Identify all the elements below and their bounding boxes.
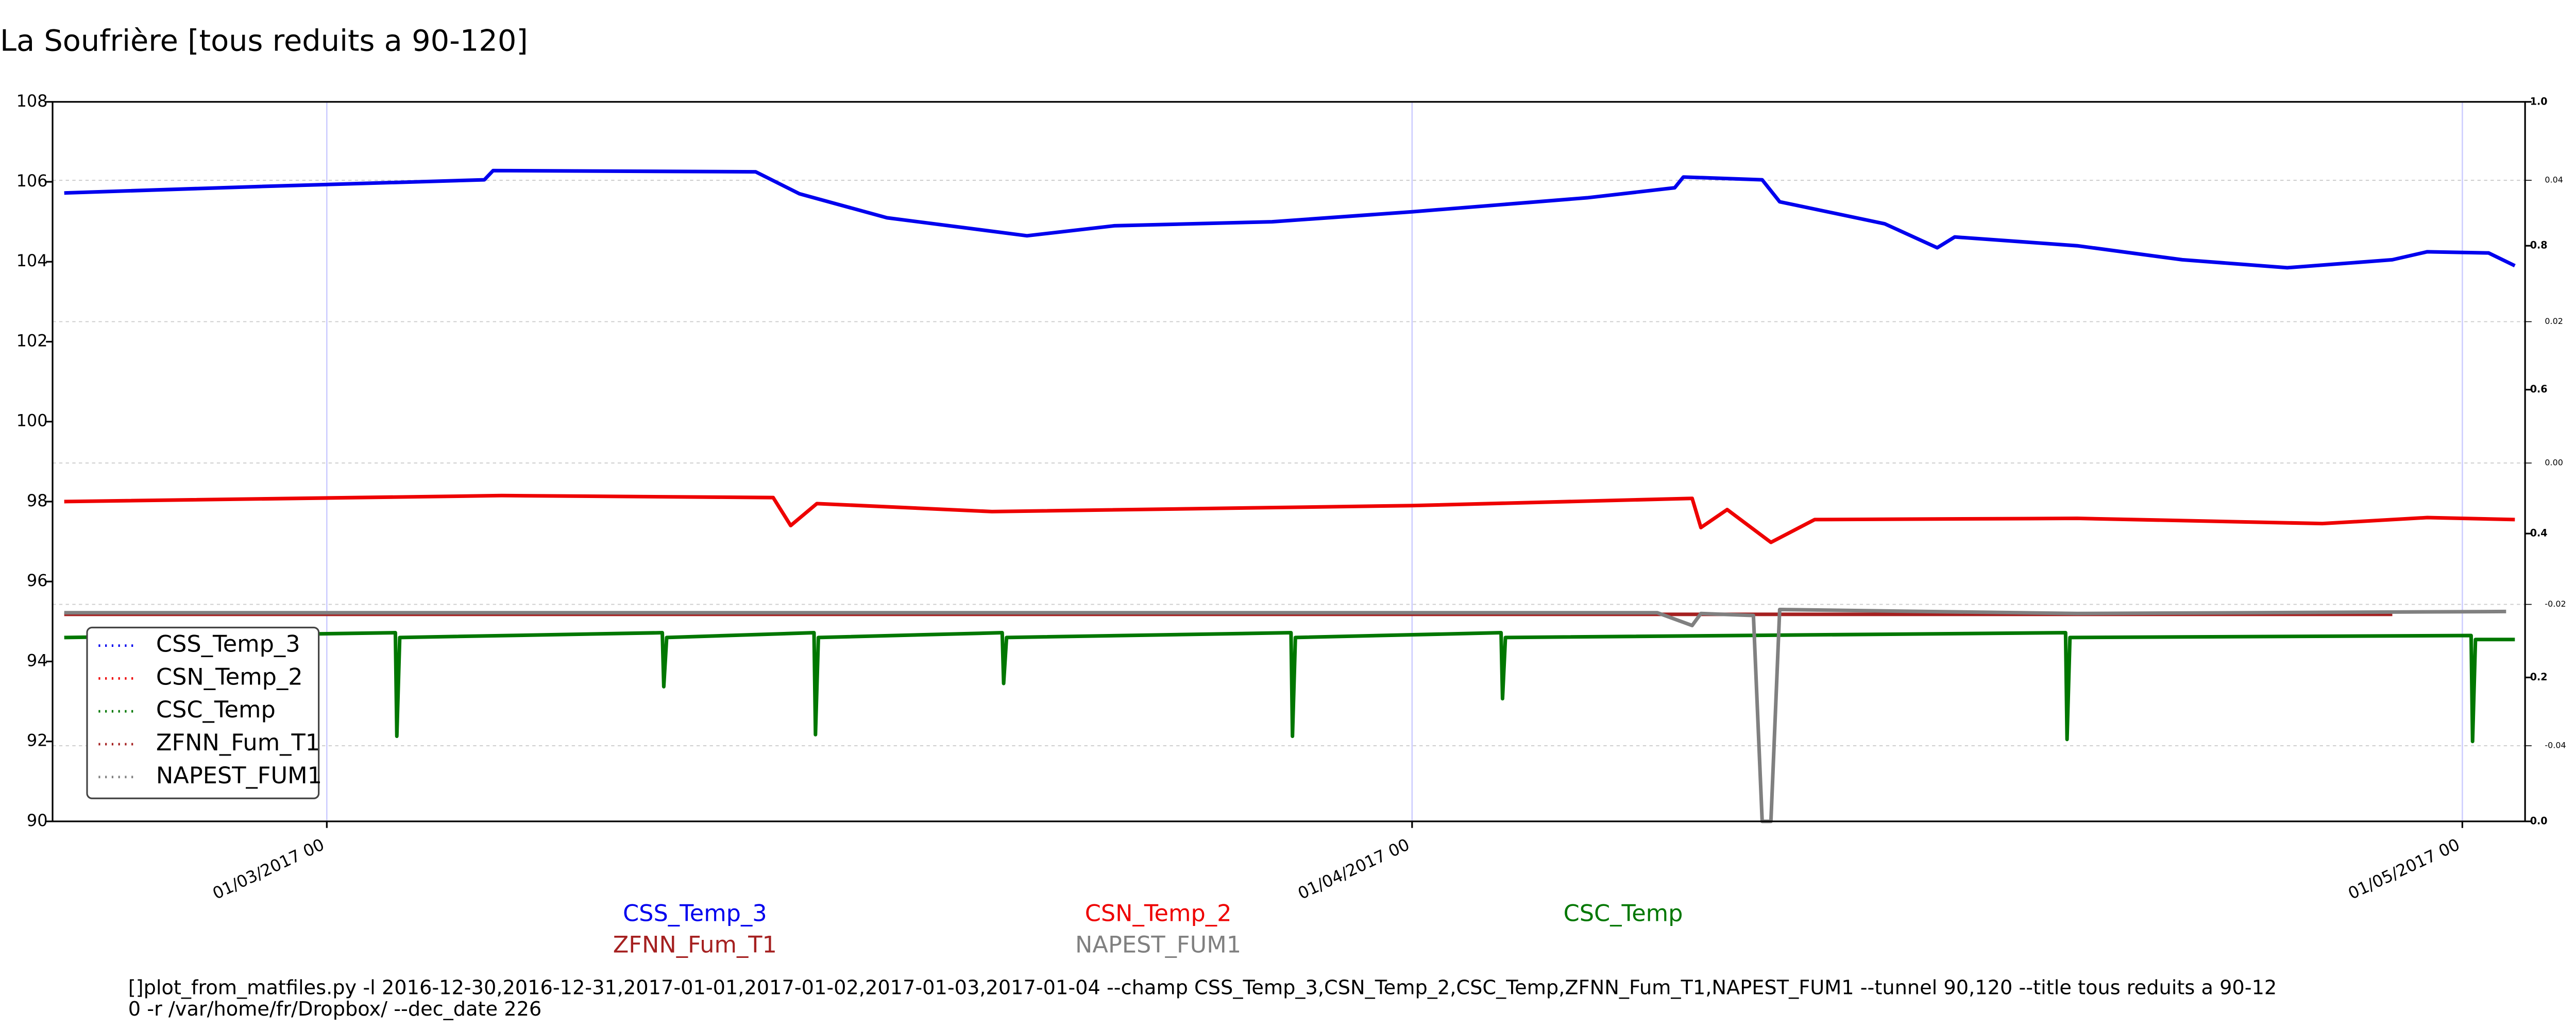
legend-label: CSN_Temp_2 [156,663,303,690]
legend-label: CSS_Temp_3 [156,631,300,658]
legend-box [86,626,320,799]
series-line [64,168,2516,270]
series-line [64,631,2515,744]
y-tick-label: 102 [16,331,48,350]
y-tick-label: 96 [27,571,48,590]
y2-tick-label: 0.6 [2530,383,2548,395]
legend: CSS_Temp_3 CSN_Temp_2 CSC_Temp ZFNN_Fum_T1 N… [86,626,322,799]
y-tick-label: 108 [16,91,48,111]
command-line: []plot_from_matfiles.py -l 2016-12-30,20… [128,976,2277,1000]
y-tick-label: 94 [27,650,48,670]
command-line: 0 -r /var/home/fr/Dropbox/ --dec_date 22… [128,998,542,1021]
y3-tick-label: 0.00 [2545,458,2563,468]
legend-label: NAPEST_FUM1 [156,762,322,789]
y-tick-label: 100 [16,411,48,431]
series-caption: NAPEST_FUM1 [1075,931,1241,958]
y2-tick-label: 0.0 [2530,815,2548,827]
series-caption: ZFNN_Fum_T1 [613,931,777,958]
chart-title: La Soufrière [tous reduits a 90-120] [0,24,528,58]
y3-tick-label: -0.04 [2545,741,2566,750]
series-caption: CSS_Temp_3 [623,900,767,927]
series-line [64,493,2515,544]
series-caption: CSN_Temp_2 [1085,900,1232,927]
y2-tick-label: 1.0 [2530,95,2548,107]
plot-frame [52,101,2526,822]
legend-label: CSC_Temp [156,696,276,723]
y3-tick-label: 0.02 [2545,316,2563,326]
y-tick-label: 92 [27,731,48,750]
y-tick-label: 104 [16,251,48,270]
y3-tick-label: 0.04 [2545,175,2563,185]
x-tick-label: 01/04/2017 00 [1295,835,1412,904]
x-tick-label: 01/05/2017 00 [2345,835,2463,904]
legend-label: ZFNN_Fum_T1 [156,729,320,756]
y3-tick-label: -0.02 [2545,599,2566,609]
y2-tick-label: 0.4 [2530,527,2548,539]
y-tick-label: 106 [16,171,48,191]
y-tick-label: 98 [27,491,48,510]
series-line [64,607,2506,823]
x-tick-label: 01/03/2017 00 [210,835,327,904]
series-caption: CSC_Temp [1564,900,1683,927]
y-tick-label: 90 [27,811,48,830]
y2-tick-label: 0.2 [2530,671,2548,683]
y2-tick-label: 0.8 [2530,239,2548,251]
